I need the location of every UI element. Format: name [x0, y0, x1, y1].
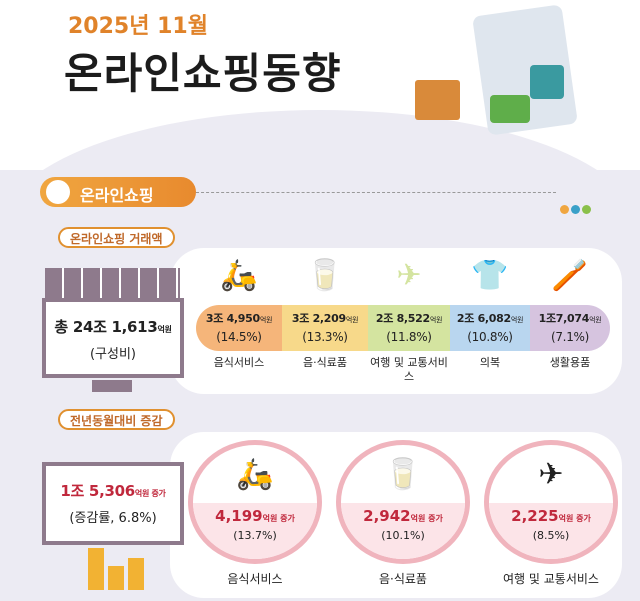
segment-value: 2조 6,082 [456, 312, 511, 325]
total-sub: (구성비) [89, 347, 137, 362]
delivery-scooter-icon: 🛵 [220, 258, 258, 293]
category-label: 여행 및 교통서비스 [503, 572, 599, 586]
segment-value: 1조7,074 [538, 312, 590, 325]
total-transactions-box: 총 24조 1,613억원 (구성비) [42, 298, 184, 378]
main-section-pill: 온라인쇼핑 [40, 177, 196, 207]
segment-unit: 억원 [510, 316, 524, 324]
divider [196, 192, 556, 193]
store-awning-icon [45, 268, 180, 300]
increase-value: 4,199 [215, 507, 263, 525]
segment-unit: 억원 [259, 316, 273, 324]
page-title: 온라인쇼핑동향 [64, 49, 342, 98]
section-label-yoy: 전년동월대비 증감 [58, 409, 175, 430]
increase-pct: (10.1%) [381, 529, 425, 542]
category-label: 음·식료품 [379, 572, 427, 586]
increase-circle: 🥛 2,942억원 증가 (10.1%) [336, 440, 470, 564]
segment-pct: (10.8%) [467, 330, 513, 344]
segment-value: 3조 2,209 [291, 312, 346, 325]
share-bar-segment: 2조 8,522억원 (11.8%) [368, 305, 450, 351]
shopping-illustration-icon [410, 4, 610, 160]
share-bar-segment: 2조 6,082억원 (10.8%) [450, 305, 530, 351]
segment-unit: 억원 [345, 316, 359, 324]
airplane-calendar-icon: ✈ [538, 457, 564, 492]
shopping-bag-icon [46, 180, 70, 204]
dot-decoration [560, 205, 569, 214]
milk-bread-icon: 🥛 [306, 258, 344, 293]
airplane-calendar-icon: ✈ [396, 258, 422, 293]
dot-decoration [571, 205, 580, 214]
segment-value: 2조 8,522 [375, 312, 430, 325]
category-label: 여행 및 교통서비스 [370, 356, 448, 383]
segment-unit: 억원 [429, 316, 443, 324]
segment-pct: (7.1%) [550, 330, 590, 344]
increase-circle: ✈ 2,225억원 증가 (8.5%) [484, 440, 618, 564]
total-unit: 억원 [157, 325, 172, 334]
dot-decoration [582, 205, 591, 214]
increase-unit: 억원 증가 [262, 514, 295, 523]
delivery-scooter-icon: 🛵 [236, 457, 274, 492]
category-label: 음·식료품 [303, 356, 347, 369]
main-section-label: 온라인쇼핑 [80, 186, 154, 205]
share-bar-segment: 3조 2,209억원 (13.3%) [282, 305, 368, 351]
increase-rate: (증감률, 6.8%) [69, 511, 157, 526]
segment-pct: (14.5%) [216, 330, 262, 344]
share-bar-segment: 3조 4,950억원 (14.5%) [196, 305, 282, 351]
total-value: 총 24조 1,613 [54, 318, 158, 336]
increase-value: 2,225 [511, 507, 559, 525]
increase-unit: 억원 증가 [558, 514, 591, 523]
increase-value: 2,942 [363, 507, 411, 525]
increase-unit: 억원 증가 [410, 514, 443, 523]
increase-pct: (8.5%) [532, 529, 570, 542]
segment-unit: 억원 [589, 316, 602, 324]
category-label: 생활용품 [549, 356, 591, 369]
share-bar-segment: 1조7,074억원 (7.1%) [530, 305, 610, 351]
period-label: 2025년 11월 [68, 14, 208, 39]
milk-bread-icon: 🥛 [384, 457, 422, 492]
segment-value: 3조 4,950 [205, 312, 260, 325]
increase-unit: 억원 증가 [134, 489, 166, 498]
total-increase-box: 1조 5,306억원 증가 (증감률, 6.8%) [42, 462, 184, 545]
increase-circle: 🛵 4,199억원 증가 (13.7%) [188, 440, 322, 564]
increase-pct: (13.7%) [233, 529, 277, 542]
monitor-stand [92, 380, 132, 392]
increase-value: 1조 5,306 [60, 482, 135, 500]
shirt-icon: 👕 [471, 258, 509, 293]
section-label-transactions: 온라인쇼핑 거래액 [58, 227, 175, 248]
segment-pct: (11.8%) [386, 330, 432, 344]
segment-pct: (13.3%) [302, 330, 348, 344]
category-label: 음식서비스 [213, 356, 265, 369]
category-label: 음식서비스 [227, 572, 283, 586]
coins-chart-icon [88, 548, 148, 590]
category-label: 의복 [479, 356, 501, 369]
toothbrush-cup-icon: 🪥 [551, 258, 589, 293]
